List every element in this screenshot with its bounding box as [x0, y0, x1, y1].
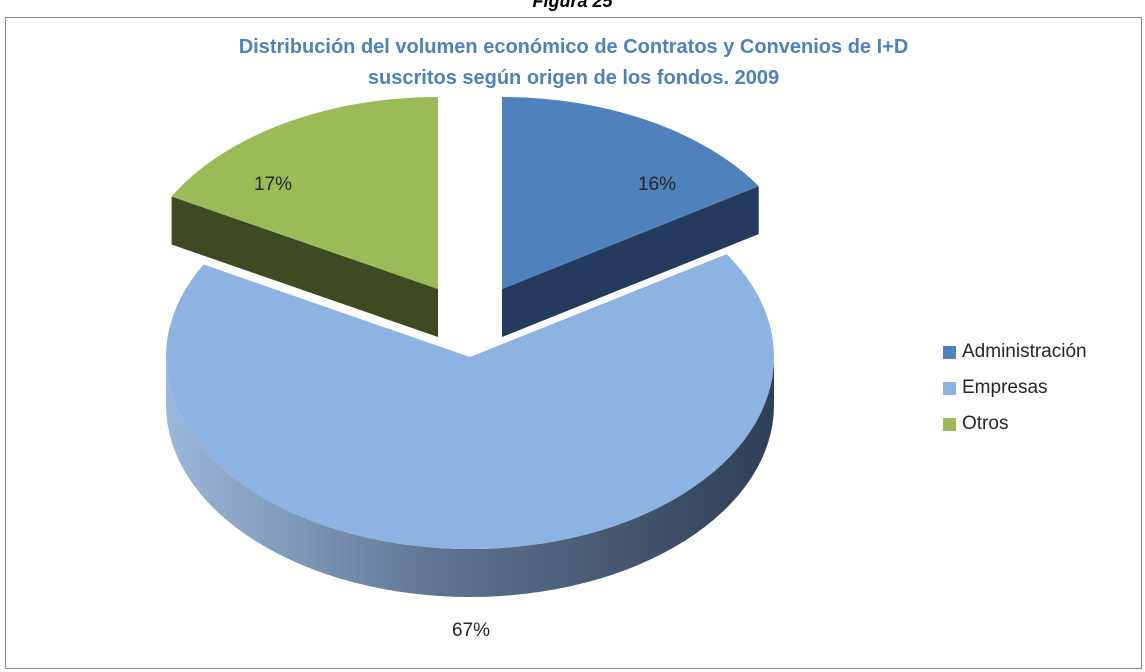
legend-label-administracion: Administración: [962, 341, 1087, 362]
chart-frame: [5, 17, 1142, 669]
figure-caption: Figura 25: [532, 0, 613, 11]
data-label-administracion: 16%: [638, 174, 676, 195]
legend-item-empresas: Empresas: [943, 370, 1087, 406]
pie-slice-otros: [171, 97, 438, 289]
chart-title-line-2: suscritos según origen de los fondos. 20…: [367, 67, 780, 89]
data-label-empresas: 67%: [452, 620, 490, 641]
legend: Administración Empresas Otros: [943, 334, 1087, 442]
pie-slice-empresas: [165, 254, 774, 550]
pie-slice-administracion: [502, 97, 759, 289]
chart-title-line-1: Distribución del volumen económico de Co…: [238, 36, 909, 58]
data-label-otros: 17%: [254, 174, 292, 195]
legend-item-administracion: Administración: [943, 334, 1087, 370]
legend-item-otros: Otros: [943, 406, 1087, 442]
legend-label-empresas: Empresas: [962, 377, 1048, 398]
legend-label-otros: Otros: [962, 413, 1009, 434]
pie-slice-wall-otros: [171, 196, 438, 337]
pie-slice-wall-administracion: [502, 186, 759, 337]
legend-swatch-otros: [943, 417, 956, 431]
legend-swatch-empresas: [943, 381, 956, 395]
pie-slice-side-empresas: [166, 357, 774, 597]
legend-swatch-administracion: [943, 345, 956, 359]
